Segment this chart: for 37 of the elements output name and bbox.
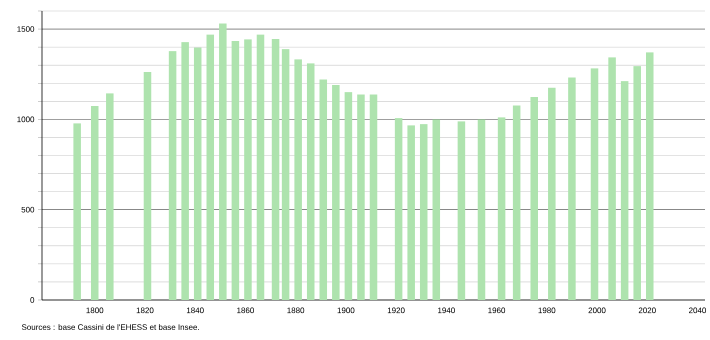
bar [633,66,641,300]
bar [548,88,556,300]
bar [256,34,264,300]
bar [512,105,520,300]
bar [219,23,227,300]
bar [590,68,598,300]
bar [206,34,214,300]
bar [294,59,302,300]
bar [420,124,428,300]
bar [320,79,328,300]
bar [357,94,365,300]
bar [168,51,176,300]
bar [73,123,81,300]
bar [530,96,538,300]
bar [478,119,486,300]
bar [568,77,576,300]
bar [370,94,378,300]
bar [144,72,152,300]
bar [332,85,340,300]
bar [344,92,352,300]
bar [106,93,114,300]
bar [394,118,402,300]
bar [282,49,290,300]
bar [90,106,99,300]
bar [458,121,466,300]
bar [244,39,252,300]
bar [646,52,654,300]
bar [306,63,314,300]
bar [272,38,280,300]
bar [407,125,415,300]
bar [181,42,189,300]
bar [232,40,240,300]
bar [194,48,202,300]
bar [498,117,506,300]
bar [620,81,628,300]
bar [608,57,616,300]
bar [432,119,440,300]
